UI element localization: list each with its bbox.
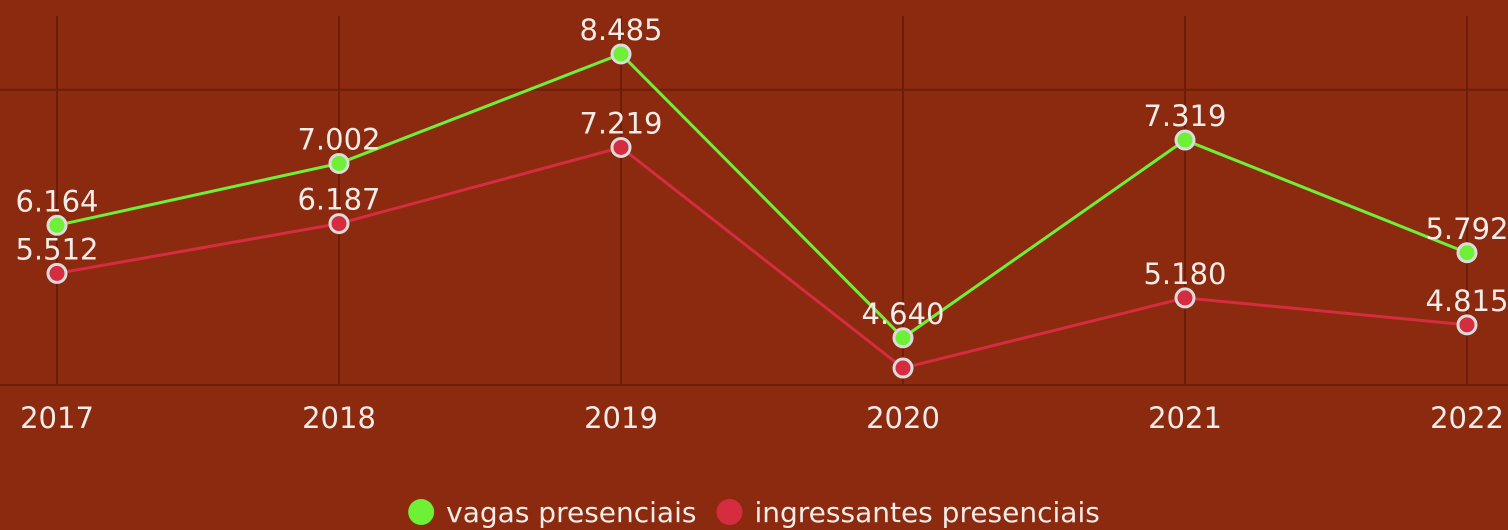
data-label: 4.640 [861,297,944,331]
data-point [330,215,348,233]
x-tick-label: 2022 [1430,401,1504,435]
x-tick-label: 2019 [584,401,658,435]
legend-label[interactable]: vagas presenciais [446,496,696,529]
data-label: 7.219 [579,106,662,140]
legend-label[interactable]: ingressantes presenciais [754,496,1099,529]
data-point [612,138,630,156]
x-tick-label: 2020 [866,401,940,435]
data-point [1458,244,1476,262]
series-line [57,147,1467,368]
data-point [612,45,630,63]
data-label: 4.815 [1425,284,1508,318]
legend: vagas presenciais ingressantes presenciai… [408,496,1100,529]
data-label: 5.792 [1425,212,1508,246]
data-point [48,264,66,282]
legend-marker [716,499,742,525]
data-label: 8.485 [579,13,662,47]
legend-marker [408,499,434,525]
data-label: 7.002 [297,122,380,156]
data-label: 6.187 [297,183,380,217]
data-point [894,329,912,347]
data-label: 5.180 [1143,257,1226,291]
data-point [894,359,912,377]
x-tick-label: 2021 [1148,401,1222,435]
data-point [330,154,348,172]
page: {"chart_data": {"type": "line", "categor… [0,0,1508,530]
data-label: 7.319 [1143,99,1226,133]
series-line [57,54,1467,338]
x-tick-label: 2017 [20,401,94,435]
data-point [1458,316,1476,334]
data-label: 5.512 [15,232,98,266]
chart: 2017 2018 2019 2020 2021 2022 6.164 7.002 8.485 4… [0,0,1508,530]
data-point [1176,131,1194,149]
data-point [1176,289,1194,307]
data-label: 6.164 [15,184,98,218]
x-tick-label: 2018 [302,401,376,435]
